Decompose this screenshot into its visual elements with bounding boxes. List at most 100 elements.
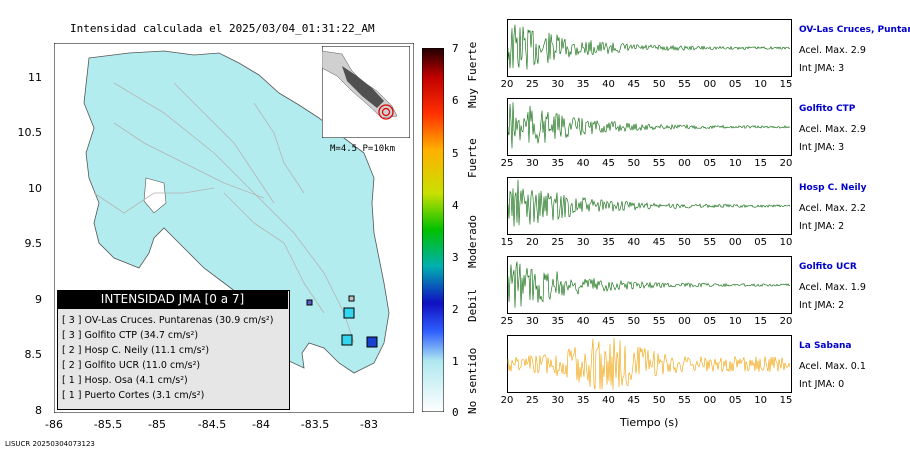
station-name: La Sabana <box>799 341 852 351</box>
legend-box <box>57 290 290 410</box>
trace-time-tick: 20 <box>779 316 793 327</box>
station-name: Golfito CTP <box>799 104 856 114</box>
trace-time-tick: 20 <box>779 158 793 169</box>
trace-time-tick: 20 <box>500 395 514 406</box>
trace-time-tick: 20 <box>500 79 514 90</box>
trace-time-tick: 30 <box>576 237 590 248</box>
panel-frame <box>507 19 792 77</box>
time-axis-label: Tiempo (s) <box>620 416 679 429</box>
seismogram-trace <box>507 24 791 70</box>
map-y-tick: 11 <box>28 71 42 84</box>
station-marker <box>366 336 378 348</box>
trace-time-tick: 35 <box>576 79 590 90</box>
trace-time-tick: 00 <box>678 316 691 327</box>
seismogram-panel <box>507 98 792 156</box>
scale-number: 2 <box>452 303 459 316</box>
station-int-jma: Int JMA: 2 <box>799 221 845 232</box>
seismogram-trace <box>507 261 791 308</box>
station-acel-max: Acel. Max. 2.9 <box>799 124 866 135</box>
trace-time-tick: 30 <box>525 158 539 169</box>
seismogram-panel <box>507 19 792 77</box>
road-network <box>93 82 355 344</box>
trace-time-tick: 05 <box>754 237 767 248</box>
trace-time-tick: 55 <box>652 158 666 169</box>
scale-number: 4 <box>452 199 459 212</box>
station-int-jma: Int JMA: 2 <box>799 300 845 311</box>
legend-header: INTENSIDAD JMA [0 a 7] <box>57 290 288 309</box>
trace-time-tick: 40 <box>576 158 590 169</box>
trace-time-tick: 50 <box>652 79 666 90</box>
map-x-tick: -85 <box>148 418 166 431</box>
trace-time-tick: 55 <box>652 316 666 327</box>
map-x-tick: -83.5 <box>300 418 330 431</box>
station-int-jma: Int JMA: 3 <box>799 63 845 74</box>
trace-time-tick: 30 <box>551 395 565 406</box>
intensity-color-scale <box>422 48 444 412</box>
scale-word: Debil <box>466 288 479 322</box>
costa-rica-landmass <box>83 50 390 374</box>
panel-frame <box>507 177 792 235</box>
station-marker <box>341 334 353 346</box>
scale-word: Muy Fuerte <box>466 41 479 108</box>
inset-label: M=4.5 P=10km <box>330 144 396 154</box>
footer-id: LISUCR 20250304073123 <box>5 440 95 448</box>
trace-time-tick: 35 <box>602 237 615 248</box>
legend-row: [ 1 ] Hosp. Osa (4.1 cm/s²) <box>62 375 188 386</box>
trace-time-tick: 50 <box>678 237 691 248</box>
scale-word: Moderado <box>466 215 479 268</box>
nicoya-gulf <box>143 177 167 214</box>
station-marker <box>348 295 355 302</box>
trace-time-tick: 30 <box>551 79 565 90</box>
trace-time-tick: 25 <box>500 316 514 327</box>
trace-time-tick: 55 <box>678 395 691 406</box>
map-y-tick: 8 <box>35 404 42 417</box>
trace-time-tick: 25 <box>551 237 565 248</box>
panel-frame <box>507 98 792 156</box>
trace-time-tick: 25 <box>525 395 539 406</box>
trace-time-tick: 15 <box>779 79 793 90</box>
inset-map <box>322 46 410 138</box>
trace-time-tick: 05 <box>728 79 742 90</box>
station-name: Hosp C. Neily <box>799 183 867 193</box>
trace-time-tick: 50 <box>627 158 641 169</box>
scale-number: 0 <box>452 406 459 419</box>
trace-time-tick: 05 <box>703 158 717 169</box>
trace-time-tick: 55 <box>703 237 717 248</box>
station-marker <box>343 307 355 319</box>
trace-time-tick: 35 <box>551 158 565 169</box>
scale-number: 6 <box>452 94 459 107</box>
map-y-tick: 9.5 <box>24 237 43 250</box>
trace-time-tick: 00 <box>678 158 691 169</box>
trace-time-tick: 10 <box>754 395 767 406</box>
trace-time-tick: 05 <box>703 316 717 327</box>
scale-number: 7 <box>452 42 459 55</box>
station-acel-max: Acel. Max. 0.1 <box>799 361 866 372</box>
seismogram-trace <box>507 179 791 227</box>
map-x-tick: -84.5 <box>197 418 227 431</box>
seismogram-trace <box>507 102 791 149</box>
trace-time-tick: 00 <box>728 237 742 248</box>
trace-time-tick: 35 <box>576 395 590 406</box>
map-y-tick: 9 <box>35 293 42 306</box>
trace-time-tick: 25 <box>525 79 539 90</box>
trace-time-tick: 20 <box>525 237 539 248</box>
trace-time-tick: 55 <box>678 79 691 90</box>
seismogram-panel <box>507 256 792 314</box>
epicenter-icon <box>378 104 394 120</box>
scale-number: 3 <box>452 251 459 264</box>
map-y-tick: 8.5 <box>24 348 43 361</box>
trace-time-tick: 40 <box>627 237 641 248</box>
trace-time-tick: 15 <box>500 237 514 248</box>
trace-time-tick: 40 <box>602 395 615 406</box>
map-y-tick: 10 <box>28 182 42 195</box>
trace-time-tick: 15 <box>779 395 793 406</box>
station-name: OV-Las Cruces, Puntar <box>799 25 910 35</box>
trace-time-tick: 15 <box>754 158 767 169</box>
station-acel-max: Acel. Max. 2.2 <box>799 203 866 214</box>
trace-time-tick: 35 <box>551 316 565 327</box>
trace-time-tick: 50 <box>652 395 666 406</box>
legend-row: [ 3 ] OV-Las Cruces. Puntarenas (30.9 cm… <box>62 315 274 326</box>
station-acel-max: Acel. Max. 1.9 <box>799 282 866 293</box>
trace-time-tick: 25 <box>500 158 514 169</box>
trace-time-tick: 10 <box>728 316 742 327</box>
